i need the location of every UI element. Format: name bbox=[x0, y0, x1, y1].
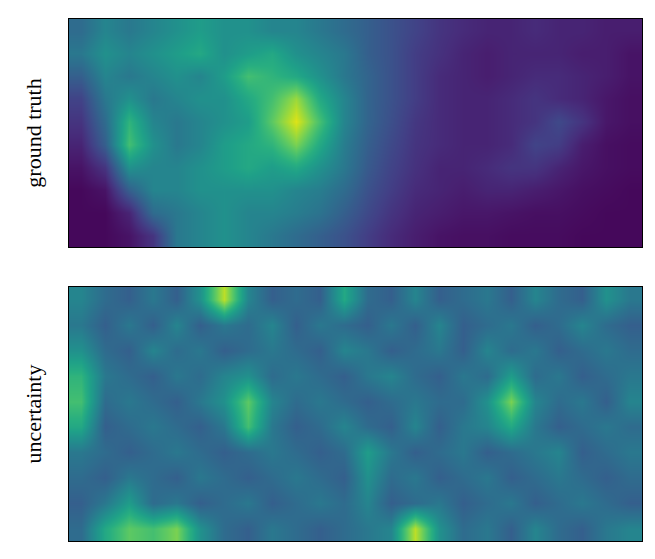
svg-text:ground truth: ground truth bbox=[21, 78, 46, 187]
svg-text:uncertainty: uncertainty bbox=[21, 365, 46, 464]
